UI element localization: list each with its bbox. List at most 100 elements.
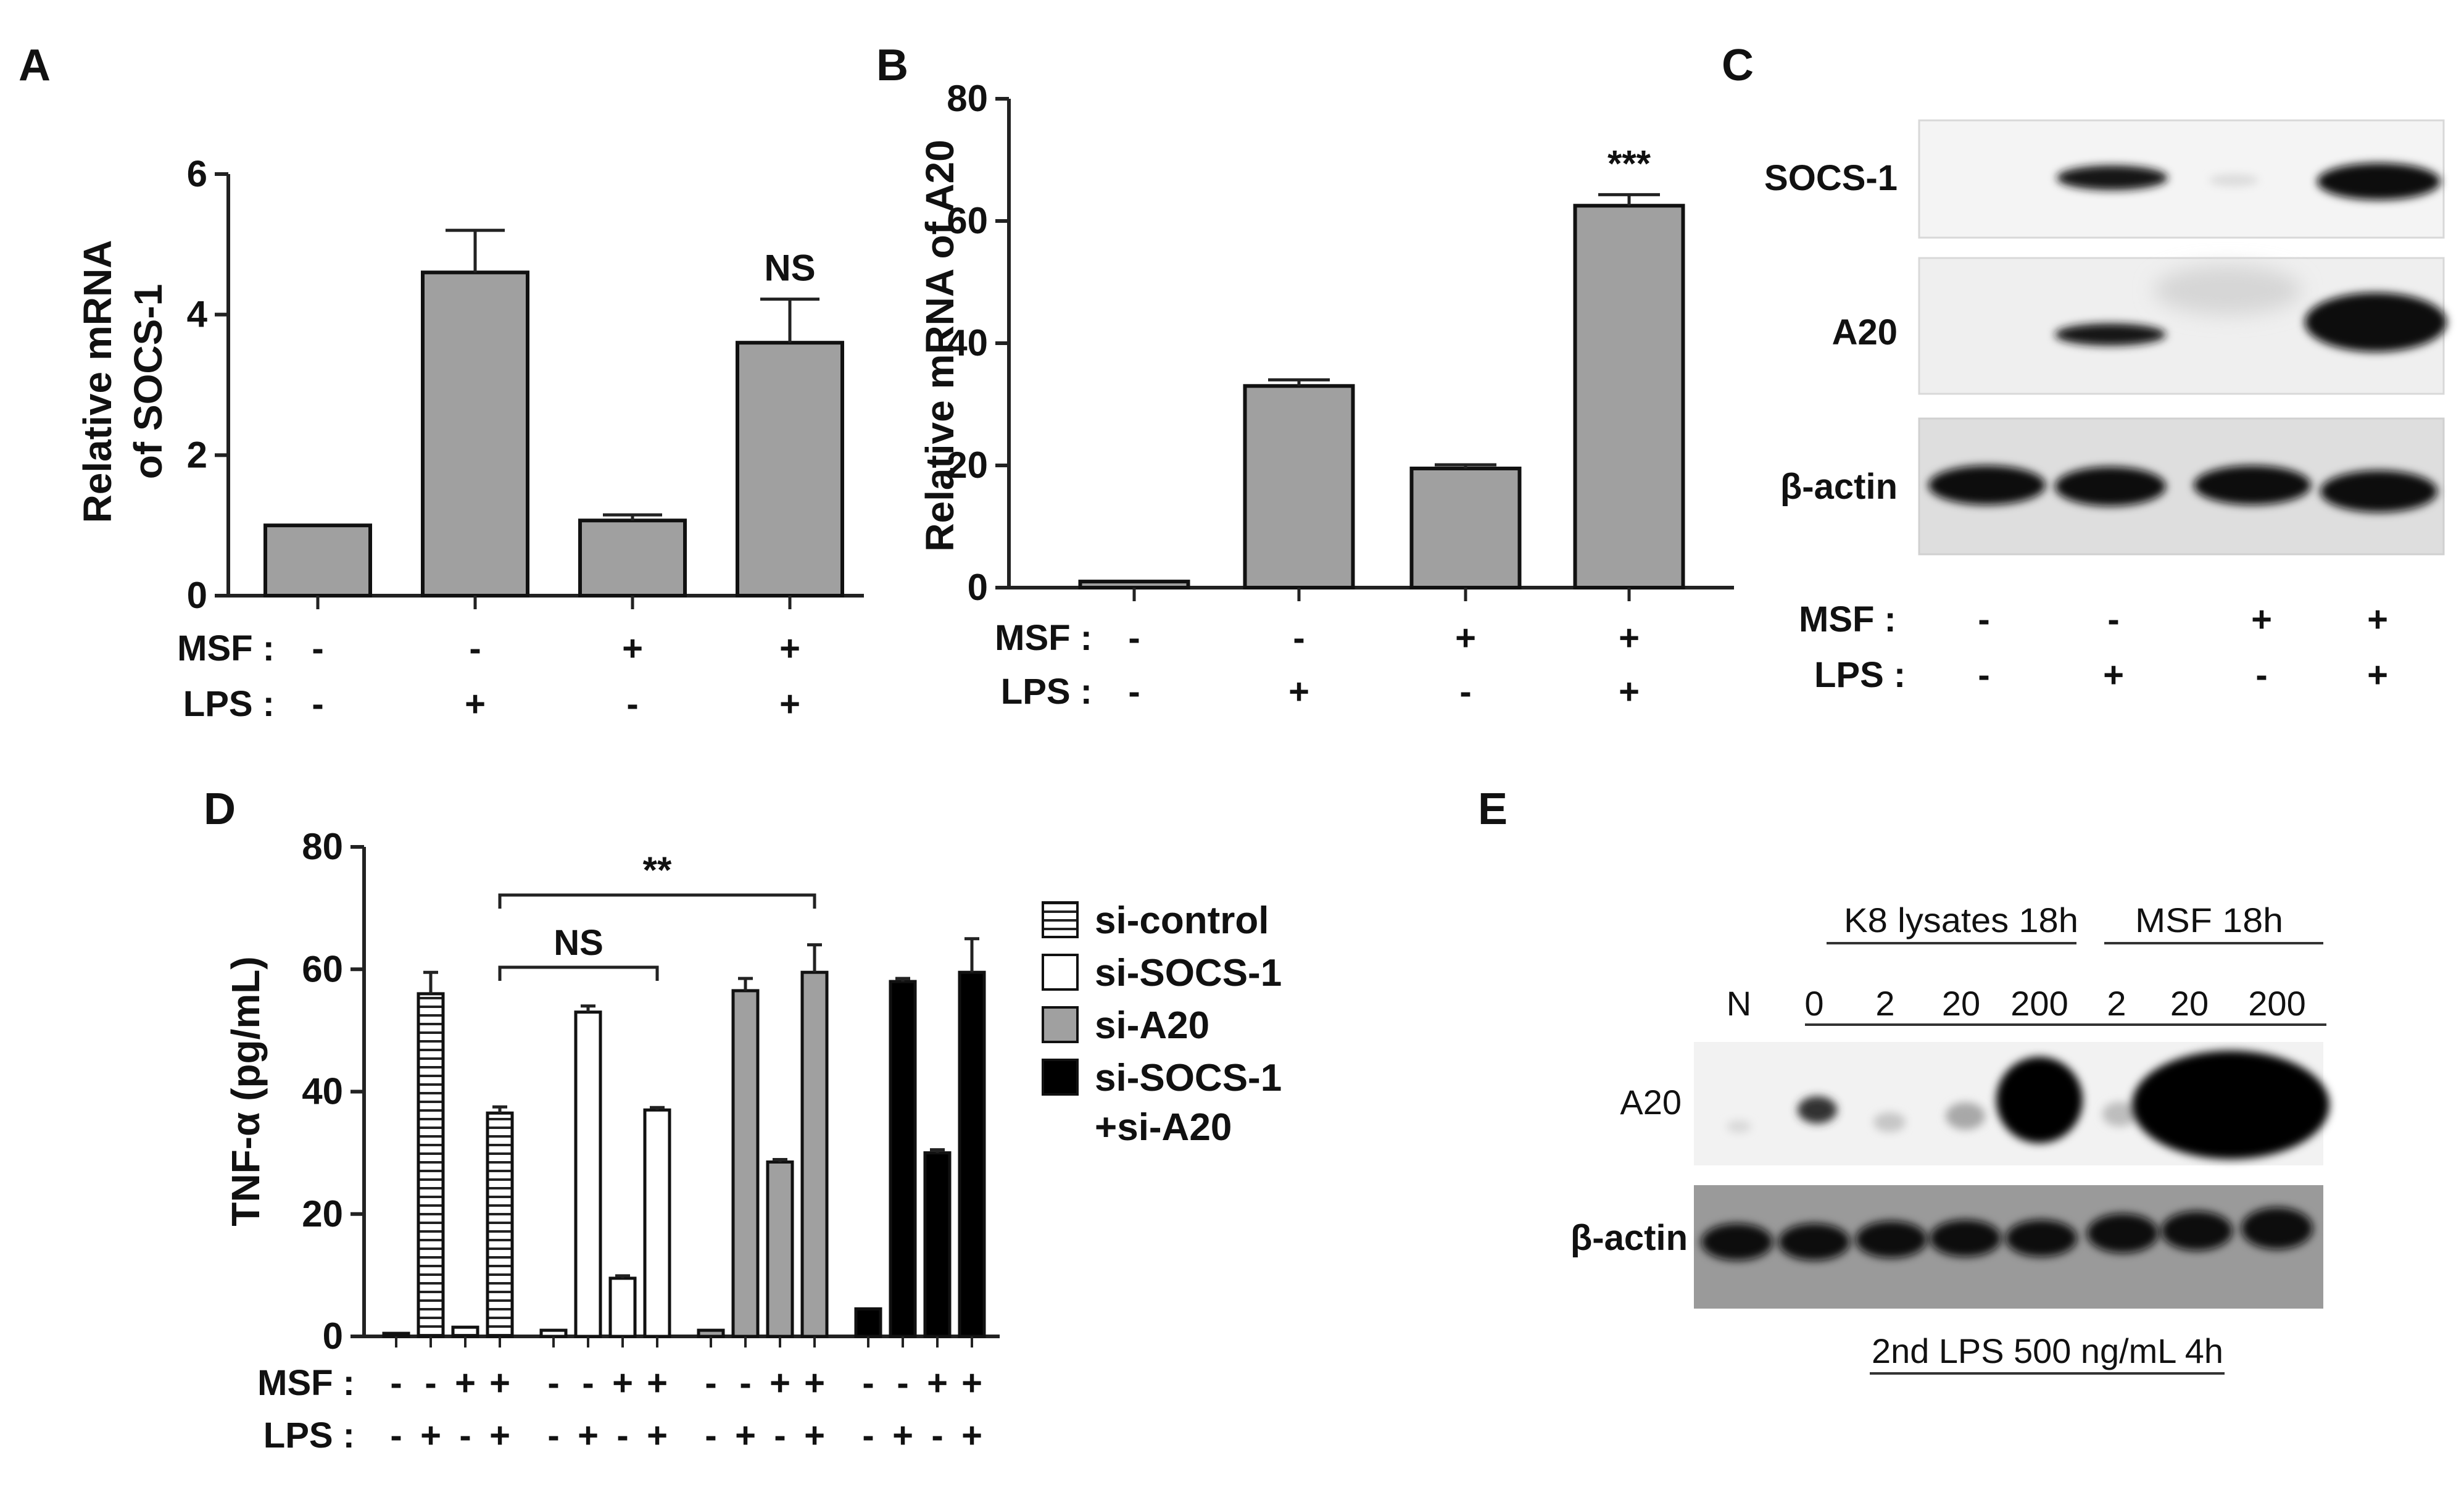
bar: [417, 992, 445, 1338]
blot-band: [2154, 265, 2302, 315]
condition-sign: -: [1978, 599, 1989, 639]
bar: [958, 970, 986, 1338]
condition-sign: +: [465, 684, 486, 724]
lane-label: 2: [1875, 984, 1894, 1023]
condition-sign: -: [862, 1363, 874, 1403]
legend-label: si-SOCS-1: [1095, 1057, 1282, 1099]
lane-label: 200: [2248, 984, 2305, 1023]
condition-sign: -: [469, 628, 481, 669]
condition-label: LPS :: [1001, 672, 1092, 712]
blot-band: [2006, 1220, 2077, 1257]
legend-label: +si-A20: [1095, 1106, 1232, 1149]
condition-sign: +: [1288, 672, 1309, 712]
significance-bracket: [498, 893, 816, 909]
condition-sign: -: [897, 1363, 908, 1403]
treatment-label: 2nd LPS 500 ng/mL 4h: [1872, 1331, 2223, 1370]
legend-swatch: [1042, 1059, 1079, 1096]
bar: [1243, 384, 1355, 589]
bar: [643, 1108, 671, 1338]
condition-sign: -: [1978, 655, 1989, 695]
bar: [697, 1328, 725, 1338]
condition-sign: +: [2103, 655, 2124, 695]
group-label-msf: MSF 18h: [2135, 901, 2283, 939]
condition-sign: -: [774, 1415, 786, 1456]
bar: [731, 989, 760, 1338]
bar: [1409, 466, 1522, 590]
legend-label: si-SOCS-1: [1095, 952, 1282, 994]
blot-band: [1930, 1220, 2001, 1257]
blot-row-label-a20: A20: [1832, 312, 1898, 352]
bar: [421, 270, 529, 598]
condition-sign: +: [2367, 655, 2388, 695]
panel-label-c: C: [1722, 41, 1754, 90]
condition-sign: +: [455, 1363, 476, 1403]
blot-band: [1701, 1223, 1773, 1260]
bar: [451, 1325, 479, 1338]
lane-label: 20: [2170, 984, 2209, 1023]
legend-label: si-A20: [1095, 1004, 1209, 1047]
condition-sign: +: [961, 1363, 982, 1403]
y-tick-label: 20: [947, 444, 988, 486]
blot-band: [2087, 1214, 2159, 1253]
condition-sign: +: [1619, 672, 1640, 712]
lane-label: 20: [1942, 984, 1980, 1023]
condition-sign: -: [705, 1415, 716, 1456]
condition-sign: +: [769, 1363, 790, 1403]
blot-band: [2320, 470, 2437, 512]
blot-band: [1873, 1112, 1906, 1132]
condition-label-lps: LPS :: [1814, 655, 1906, 695]
condition-label: LPS :: [263, 1415, 355, 1456]
condition-sign: +: [892, 1415, 913, 1456]
lane-label: 2: [2107, 984, 2126, 1023]
blot-band: [2132, 1051, 2329, 1159]
y-axis-title: TNF-α (pg/mL): [223, 956, 268, 1226]
condition-sign: -: [547, 1363, 559, 1403]
condition-sign: -: [1293, 618, 1305, 658]
condition-sign: +: [489, 1415, 510, 1456]
blot-band: [2194, 465, 2311, 505]
blot-row-label-socs1: SOCS-1: [1764, 158, 1898, 198]
bar: [539, 1328, 568, 1338]
blot-panel-c: SOCS-1 A20 β-actin MSF : LPS : - - + + -…: [1764, 119, 2447, 695]
condition-sign: -: [312, 628, 323, 669]
bar: [1078, 580, 1190, 589]
blot-band: [1778, 1223, 1850, 1260]
bar: [736, 341, 844, 598]
blot-band: [2209, 174, 2259, 186]
condition-sign: +: [622, 628, 643, 669]
condition-sign: +: [2367, 599, 2388, 639]
panel-label-a: A: [19, 41, 51, 90]
blot-band: [1946, 1102, 1985, 1130]
condition-sign: -: [459, 1415, 471, 1456]
condition-sign: +: [735, 1415, 756, 1456]
condition-sign: +: [779, 684, 800, 724]
y-tick-label: 0: [323, 1315, 343, 1357]
condition-sign: -: [390, 1415, 402, 1456]
legend-swatch: [1042, 901, 1079, 938]
y-tick-label: 60: [302, 948, 343, 989]
condition-sign: +: [961, 1415, 982, 1456]
y-tick-label: 0: [968, 567, 988, 608]
y-tick-label: 80: [302, 826, 343, 867]
condition-label: MSF :: [257, 1363, 355, 1403]
bar: [766, 1160, 794, 1338]
bar: [1573, 204, 1685, 589]
panel-label-d: D: [204, 785, 236, 834]
blot-band: [2102, 1102, 2137, 1127]
blot-band: [1928, 465, 2046, 505]
significance-label: ***: [1607, 143, 1651, 184]
y-tick-label: 40: [302, 1071, 343, 1112]
significance-label: NS: [764, 248, 815, 289]
blot-band: [1856, 1221, 1927, 1258]
condition-sign: +: [2251, 599, 2272, 639]
bar: [263, 523, 372, 598]
blot-row-label-actin: β-actin: [1570, 1218, 1688, 1258]
bar: [923, 1151, 952, 1338]
legend-label: si-control: [1095, 899, 1269, 942]
bar: [889, 980, 917, 1338]
blot-band: [2305, 293, 2447, 352]
